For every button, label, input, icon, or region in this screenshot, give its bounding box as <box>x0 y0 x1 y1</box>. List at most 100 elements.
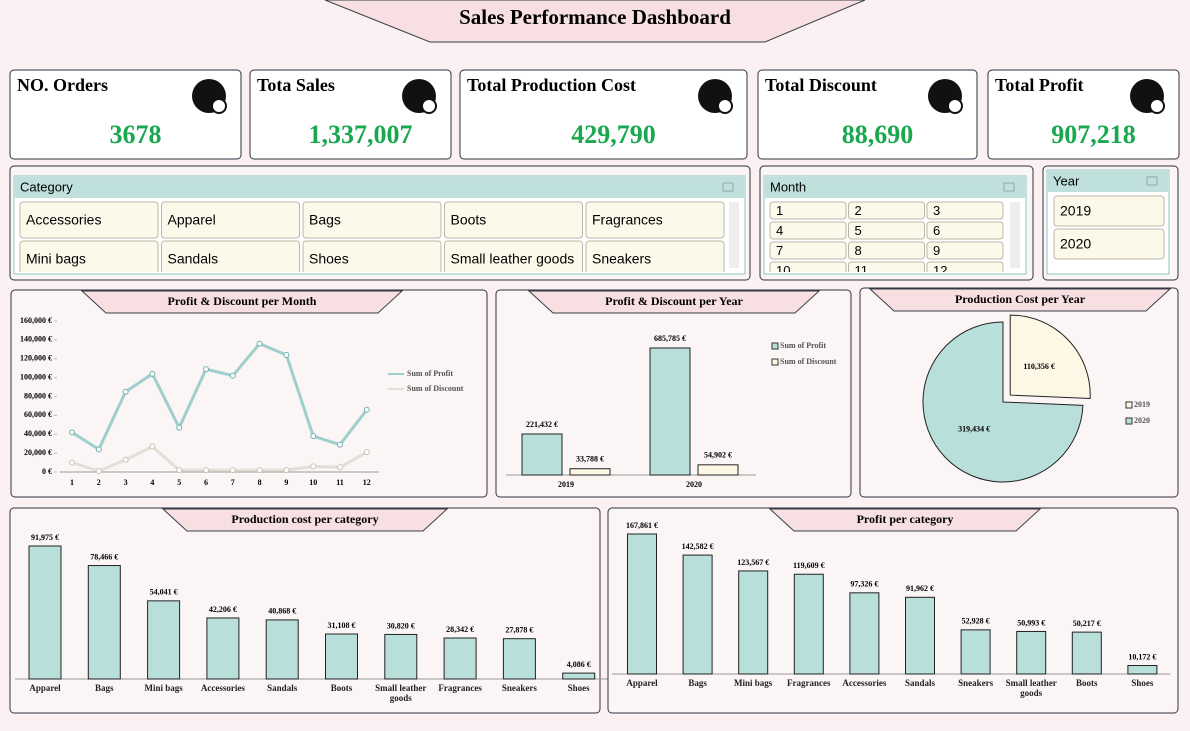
kpi-value: 907,218 <box>1051 120 1136 149</box>
x-tick-label: 3 <box>124 478 128 487</box>
bar <box>738 570 769 675</box>
value-label: 78,466 € <box>90 552 118 561</box>
legend-label: Sum of Profit <box>780 341 826 350</box>
slicer-item-label: 8 <box>855 243 862 258</box>
legend-swatch <box>1125 401 1133 409</box>
slicer-item[interactable] <box>444 240 583 277</box>
slicer-item-label: 3 <box>933 203 940 218</box>
slicer-item[interactable] <box>769 241 847 260</box>
value-label: 54,041 € <box>150 588 178 597</box>
bar <box>793 573 824 675</box>
x-tick-label-box: Shoes <box>1131 678 1153 688</box>
slicer-item[interactable] <box>926 241 1004 260</box>
bar <box>87 565 121 680</box>
bar <box>682 554 713 675</box>
slicer-item[interactable] <box>161 201 300 239</box>
x-tick-label: Bags <box>688 678 707 688</box>
slicer-item[interactable] <box>926 201 1004 220</box>
x-tick-label: Bags <box>95 683 114 693</box>
slicer-item-label: Bags <box>309 212 341 228</box>
chart-panel <box>10 289 488 498</box>
kpi-icon-dot <box>947 98 963 114</box>
slicer-item[interactable] <box>848 241 925 260</box>
bar <box>960 629 991 675</box>
slicer-item[interactable] <box>1053 195 1165 227</box>
x-tick-label-box: Accessories <box>201 683 245 693</box>
slicer-item-label: 4 <box>776 223 783 238</box>
slicer-item[interactable] <box>19 240 159 277</box>
bar <box>147 600 181 680</box>
slicer-item[interactable] <box>769 201 847 220</box>
clear-filter-icon <box>722 182 734 192</box>
chart-title-tab <box>868 288 1172 312</box>
slicer-title: Category <box>20 179 73 194</box>
x-tick-label-box: Small leather goods <box>1006 678 1057 698</box>
pie-slice <box>922 321 1084 483</box>
x-tick-label: 4 <box>150 478 154 487</box>
slicer-item[interactable] <box>302 240 442 277</box>
bar <box>265 619 299 680</box>
slicer-item[interactable] <box>848 201 925 220</box>
slicer-items: 2019 2020 <box>1053 195 1165 260</box>
x-tick-label: 12 <box>363 478 371 487</box>
x-tick-label-box: Fragrances <box>787 678 830 688</box>
kpi-icon-dot <box>211 98 227 114</box>
slicer-item[interactable] <box>848 261 925 279</box>
x-tick-label: 6 <box>204 478 208 487</box>
clear-filter-icon <box>1146 176 1158 186</box>
bar <box>627 533 657 675</box>
slicer-item[interactable] <box>848 221 925 240</box>
slicer-item[interactable] <box>926 261 1004 279</box>
bar <box>1127 665 1158 675</box>
kpi-card <box>757 69 978 160</box>
y-tick-label: 20,000 € <box>24 448 52 457</box>
y-tick-label: 120,000 € <box>20 354 52 363</box>
line-marker <box>149 370 156 377</box>
slicer-item[interactable] <box>161 240 300 277</box>
kpi-icon-dot <box>421 98 437 114</box>
x-tick-label-box: Bags <box>95 683 114 693</box>
line-marker <box>256 467 263 474</box>
line-marker <box>256 340 263 347</box>
slicer-item-label: 7 <box>776 243 783 258</box>
x-tick-label: 9 <box>284 478 288 487</box>
chart-title: Profit & Discount per Month <box>168 294 317 308</box>
value-label: 27,878 € <box>505 626 533 635</box>
value-label: 42,206 € <box>209 605 237 614</box>
slicer-item[interactable] <box>585 201 725 239</box>
slicer-item[interactable] <box>19 201 159 239</box>
x-tick-label: Boots <box>330 683 353 693</box>
chart-title: Profit per category <box>857 512 954 526</box>
value-label: 40,868 € <box>268 607 296 616</box>
value-label: 91,962 € <box>906 584 934 593</box>
line-marker <box>176 467 183 474</box>
slicer-item[interactable] <box>769 221 847 240</box>
slicer-item-label: 6 <box>933 223 940 238</box>
slicer-item-label: 2019 <box>1060 203 1091 219</box>
slicer-item[interactable] <box>1053 228 1165 260</box>
slicer-item[interactable] <box>585 240 725 277</box>
x-tick-label: 7 <box>231 478 235 487</box>
bar <box>1016 630 1047 675</box>
slicer-item[interactable] <box>769 261 847 279</box>
value-label: 50,993 € <box>1017 618 1045 627</box>
slicer-item-label: 11 <box>855 263 869 278</box>
x-tick-label: 1 <box>70 478 74 487</box>
value-label: 4,086 € <box>567 660 591 669</box>
bar <box>562 672 596 680</box>
y-tick-label: 160,000 € <box>20 316 52 325</box>
line-marker <box>122 456 129 463</box>
x-tick-label: 10 <box>309 478 317 487</box>
slicer-item-label: Mini bags <box>26 251 86 267</box>
line-marker <box>203 366 209 373</box>
slicer-item[interactable] <box>444 201 583 239</box>
slicer-item-label: 12 <box>933 263 947 278</box>
x-tick-label: Apparel <box>626 678 658 688</box>
slicer-item[interactable] <box>926 221 1004 240</box>
legend-swatch <box>771 358 779 366</box>
line-series <box>71 341 368 452</box>
slicer-item[interactable] <box>302 201 442 239</box>
scrollbar <box>1010 202 1020 268</box>
line-marker <box>310 463 317 470</box>
